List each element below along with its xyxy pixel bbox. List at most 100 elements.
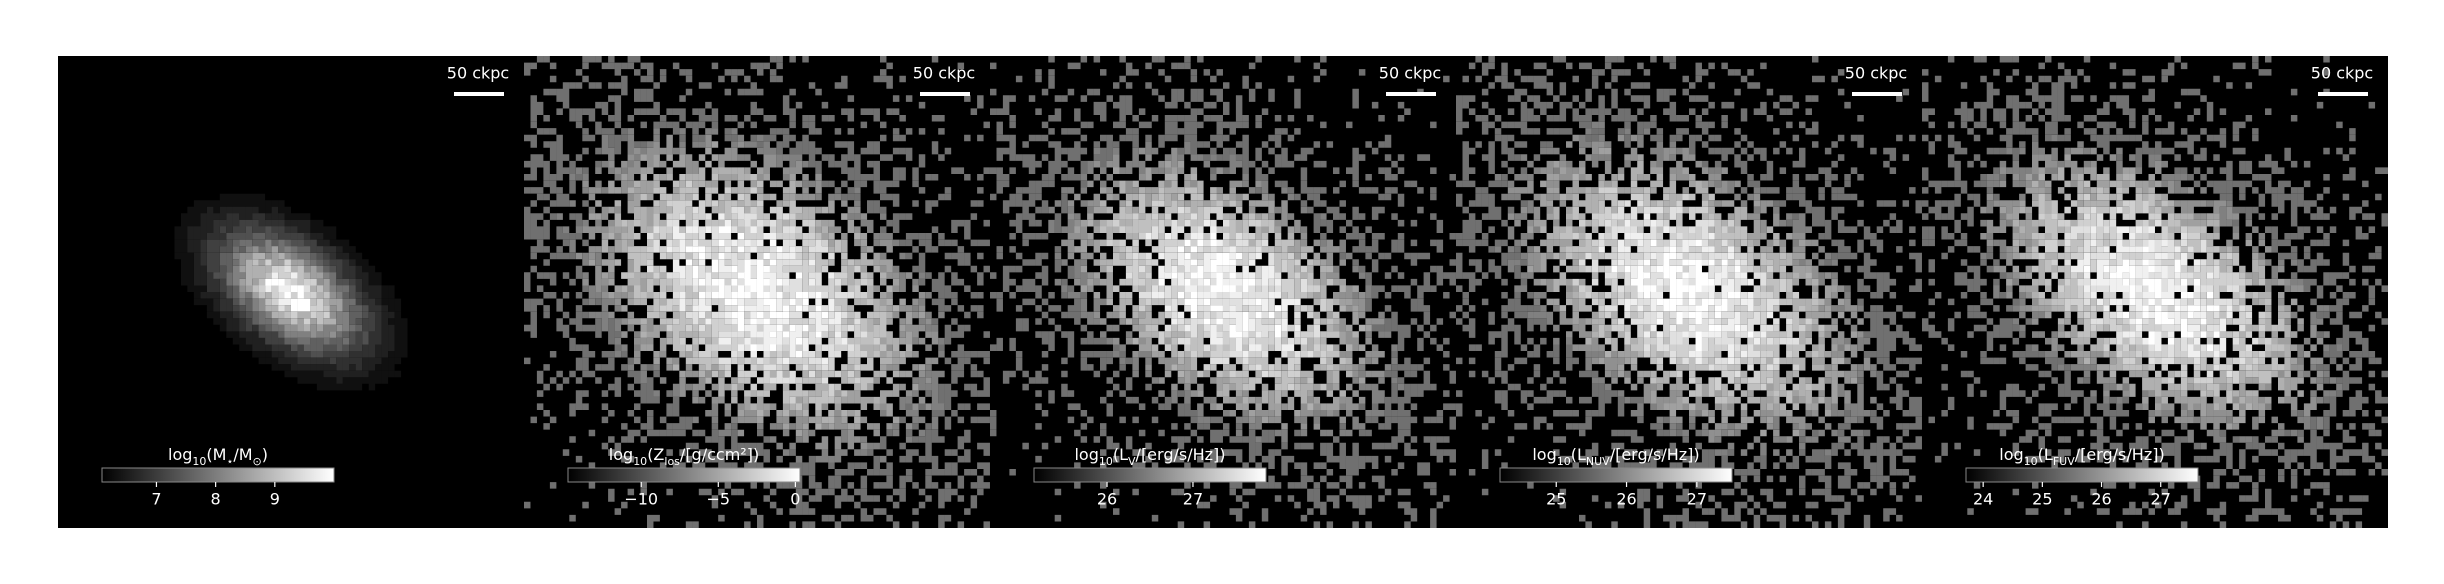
- pixels: [1125, 206, 1321, 378]
- scale-bar: [454, 92, 504, 96]
- colorbar: [567, 467, 801, 483]
- pixels: [1980, 134, 2343, 450]
- colorbar-label: log10(LV/[erg/s/Hz]): [1074, 445, 1225, 468]
- colorbar-label-part: log: [168, 445, 192, 464]
- colorbar-label-part: /[g/ccm²]): [680, 445, 759, 464]
- colorbar-label-part: (M: [206, 445, 226, 464]
- pixels: [1572, 187, 1812, 391]
- colorbar-label-part: /M: [233, 445, 252, 464]
- pixels: [1999, 154, 2311, 430]
- panel: 50 ckpc log10(LNUV/[erg/s/Hz]) 25 26 27: [1456, 56, 1922, 528]
- colorbar-tick-label: 0: [790, 490, 800, 509]
- colorbar: [1033, 467, 1267, 483]
- colorbar-tick-label: 26: [1097, 490, 1117, 509]
- colorbar-label-part: NUV: [1586, 455, 1610, 468]
- colorbar-label-part: /[erg/s/Hz]): [1610, 445, 1700, 464]
- colorbar-label-part: (L: [2038, 445, 2053, 464]
- colorbar-tick-label: 7: [151, 490, 161, 509]
- colorbar-label-part: log: [609, 445, 633, 464]
- colorbar: [1499, 467, 1733, 483]
- colorbar-label-part: (Z: [647, 445, 664, 464]
- pixels: [1048, 141, 1405, 443]
- pixels: [1061, 147, 1385, 430]
- pixels: [2032, 180, 2285, 404]
- pixels: [187, 206, 395, 384]
- scale-label: 50 ckpc: [1379, 64, 1441, 83]
- colorbar-label-part: ): [262, 445, 268, 464]
- colorbar-label-part: /[erg/s/Hz]): [1136, 445, 1226, 464]
- colorbar-label-part: /[erg/s/Hz]): [2075, 445, 2165, 464]
- scale-label: 50 ckpc: [447, 64, 509, 83]
- colorbar-label-part: (L: [1113, 445, 1128, 464]
- pixels: [575, 134, 939, 450]
- pixels: [1100, 187, 1346, 391]
- panel: 50 ckpc log10(LFUV/[erg/s/Hz]) 24 25 26 27: [1922, 56, 2388, 528]
- pixels: [206, 219, 376, 365]
- pixels: [245, 252, 337, 332]
- colorbar-label: log10(LNUV/[erg/s/Hz]): [1532, 445, 1699, 468]
- pixels: [2038, 193, 2272, 384]
- pixels: [1145, 219, 1301, 358]
- colorbar-tick-label: −10: [624, 490, 658, 509]
- colorbar-label-part: 10: [2024, 455, 2038, 468]
- pixels: [174, 193, 408, 391]
- colorbar-label-part: 10: [1099, 455, 1113, 468]
- colorbar-label-part: V: [1128, 455, 1136, 468]
- scale-bar: [920, 92, 970, 96]
- colorbar-label-part: 10: [1557, 455, 1571, 468]
- pixels: [1106, 200, 1334, 391]
- colorbar-tick-label: 27: [1183, 490, 1203, 509]
- colorbar-label-part: 10: [192, 455, 206, 468]
- pixels: [219, 233, 363, 351]
- pixels: [588, 141, 926, 437]
- pixels: [621, 174, 887, 410]
- scale-label: 50 ckpc: [1845, 64, 1907, 83]
- pixels: [1540, 160, 1845, 410]
- pixels: [1074, 160, 1372, 424]
- scale-label: 50 ckpc: [913, 64, 975, 83]
- colorbar-label-part: log: [1999, 445, 2023, 464]
- colorbar-label-part: ⋆: [226, 455, 233, 468]
- pixels: [2083, 246, 2220, 351]
- colorbar-label-part: los: [664, 455, 680, 468]
- colorbar-tick-label: −5: [707, 490, 731, 509]
- colorbar-tick-label: 27: [2151, 490, 2171, 509]
- pixels: [252, 259, 330, 325]
- pixels: [213, 226, 369, 358]
- colorbar-tick-label: 24: [1973, 490, 1993, 509]
- pixels: [1456, 56, 1922, 528]
- pixels: [647, 206, 868, 384]
- colorbar: [101, 467, 335, 483]
- pixels: [226, 239, 356, 345]
- pixels: [685, 226, 829, 358]
- panel: 50 ckpc log10(Zlos/[g/ccm²]) −10 −5 0: [524, 56, 990, 528]
- colorbar-label-part: (L: [1571, 445, 1586, 464]
- scale-bar: [1852, 92, 1902, 96]
- pixels: [1611, 239, 1754, 351]
- colorbar-label-part: FUV: [2053, 455, 2075, 468]
- pixels: [1579, 200, 1800, 378]
- colorbar-tick-label: 8: [211, 490, 221, 509]
- pixels: [239, 246, 343, 338]
- pixels: [601, 160, 913, 430]
- colorbar-label-part: log: [1532, 445, 1556, 464]
- colorbar-label-part: ⊙: [253, 455, 262, 468]
- colorbar-tick-label: 9: [270, 490, 280, 509]
- pixels: [200, 213, 382, 371]
- colorbar-label: log10(LFUV/[erg/s/Hz]): [1999, 445, 2164, 468]
- scale-bar: [2318, 92, 2368, 96]
- pixels: [2064, 206, 2259, 378]
- colorbar-label: log10(Zlos/[g/ccm²]): [609, 445, 759, 468]
- pixels: [1980, 147, 2324, 430]
- scale-bar: [1386, 92, 1436, 96]
- pixels: [265, 272, 298, 306]
- colorbar-tick-label: 26: [1616, 490, 1636, 509]
- colorbar: [1965, 467, 2199, 483]
- colorbar-label-part: log: [1074, 445, 1098, 464]
- colorbar-tick-label: 26: [2091, 490, 2111, 509]
- colorbar-label: log10(M⋆/M⊙): [168, 445, 268, 468]
- pixels: [265, 278, 311, 312]
- colorbar-tick-label: 25: [2032, 490, 2052, 509]
- pixels: [1559, 180, 1825, 404]
